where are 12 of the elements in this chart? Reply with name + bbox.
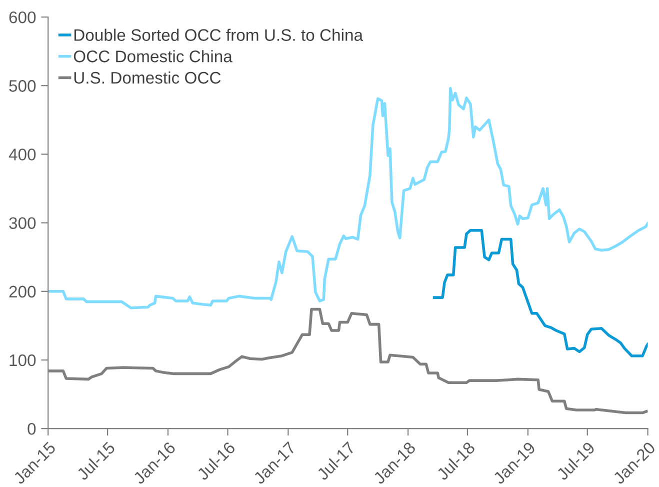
y-tick-label: 200 [9,286,36,298]
y-tick-label: 600 [9,11,36,24]
line-series [48,86,648,310]
legend-label: U.S. Domestic OCC [74,71,221,84]
y-tick-label: 0 [28,422,36,435]
legend-label: Double Sorted OCC from U.S. to China [74,28,364,41]
y-tick-label: 500 [9,80,36,92]
legend-label: OCC Domestic China [74,50,232,62]
y-tick-label: 300 [9,217,36,230]
line-series [432,228,648,358]
y-tick-label: 400 [8,148,36,160]
y-tick-label: 100 [10,354,36,366]
